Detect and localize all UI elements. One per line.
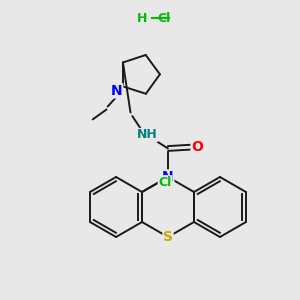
Text: Cl: Cl bbox=[157, 11, 170, 25]
Text: O: O bbox=[191, 140, 203, 154]
Text: H: H bbox=[137, 11, 148, 25]
Text: NH: NH bbox=[136, 128, 158, 142]
Text: S: S bbox=[163, 230, 173, 244]
Text: N: N bbox=[162, 170, 174, 184]
Text: Cl: Cl bbox=[158, 176, 172, 189]
Text: N: N bbox=[111, 84, 123, 98]
